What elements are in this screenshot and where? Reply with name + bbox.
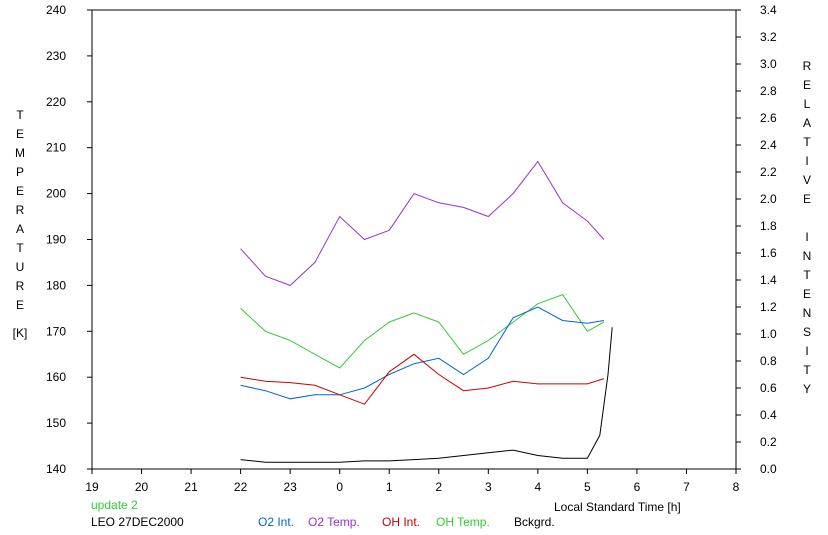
right-axis-letter: E	[802, 287, 811, 301]
right-axis-letter: E	[802, 192, 811, 206]
right-axis-letter: I	[805, 344, 809, 358]
right-axis-letter: A	[802, 116, 811, 130]
right-axis-letter: L	[803, 97, 811, 111]
x-axis-label: Local Standard Time [h]	[554, 500, 681, 514]
x-tick-label: 6	[634, 480, 641, 494]
y-right-tick-label: 1.0	[760, 327, 777, 341]
y-right-tick-label: 0.6	[760, 381, 777, 395]
legend-o2-int: O2 Int.	[258, 515, 295, 529]
left-axis-letter: P	[15, 165, 24, 179]
left-axis-unit: [K]	[12, 326, 28, 340]
left-axis-letter: U	[15, 260, 25, 274]
y-left-tick-label: 140	[46, 462, 66, 476]
y-right-tick-label: 0.0	[760, 462, 777, 476]
y-right-tick-label: 2.0	[760, 192, 777, 206]
y-right-tick-label: 0.8	[760, 354, 777, 368]
right-axis-letter	[797, 209, 817, 228]
y-right-tick-label: 3.4	[760, 3, 777, 17]
y-right-tick-label: 2.6	[760, 111, 777, 125]
legend-bckgrd: Bckgrd.	[514, 515, 555, 529]
x-tick-label: 1	[386, 480, 393, 494]
left-axis-letter: R	[15, 279, 25, 293]
y-right-tick-label: 3.2	[760, 30, 777, 44]
left-axis-letter: R	[15, 203, 25, 217]
right-axis-letter: N	[802, 306, 812, 320]
y-right-tick-label: 0.4	[760, 408, 777, 422]
y-right-tick-label: 1.8	[760, 219, 777, 233]
series-o2-temp-line	[240, 160, 605, 286]
right-axis-letter: E	[802, 78, 811, 92]
right-axis-letter: T	[803, 363, 811, 377]
x-tick-label: 3	[485, 480, 492, 494]
station-date-label: LEO 27DEC2000	[91, 515, 184, 529]
x-tick-label: 8	[733, 480, 740, 494]
x-tick-label: 21	[184, 480, 198, 494]
y-right-tick-label: 1.2	[760, 300, 777, 314]
x-tick-label: 23	[283, 480, 297, 494]
right-axis-letter: I	[805, 230, 809, 244]
update-label: update 2	[91, 498, 138, 512]
legend-oh-int: OH Int.	[382, 515, 421, 529]
series-oh-int-line	[240, 353, 605, 405]
x-tick-label: 0	[336, 480, 343, 494]
y-left-tick-label: 230	[46, 49, 66, 63]
x-tick-label: 7	[683, 480, 690, 494]
y-left-tick-label: 210	[46, 141, 66, 155]
right-axis-letter: N	[802, 249, 812, 263]
y-right-tick-label: 2.2	[760, 165, 777, 179]
right-axis-letter: T	[803, 135, 811, 149]
right-axis-letter: V	[802, 173, 811, 187]
left-axis-letter: M	[15, 146, 25, 160]
x-tick-label: 22	[234, 480, 248, 494]
left-axis-letter: E	[15, 127, 24, 141]
left-axis-letter: E	[15, 184, 24, 198]
legend-o2-temp: O2 Temp.	[308, 515, 360, 529]
y-left-tick-label: 180	[46, 278, 66, 292]
x-tick-label: 20	[135, 480, 149, 494]
plot-frame	[91, 9, 737, 470]
x-tick-label: 19	[85, 480, 99, 494]
series-o2-int-line	[240, 306, 604, 400]
right-axis-label: R E L A T I V E I N T E N S I T Y	[797, 57, 817, 399]
y-right-tick-label: 1.4	[760, 273, 777, 287]
right-axis-letter: Y	[802, 382, 811, 396]
y-left-tick-label: 240	[46, 3, 66, 17]
left-axis-letter: T	[16, 108, 24, 122]
y-left-tick-label: 150	[46, 416, 66, 430]
left-axis-letter: E	[15, 298, 24, 312]
y-left-tick-label: 160	[46, 370, 66, 384]
x-tick-label: 4	[535, 480, 542, 494]
x-tick-label: 2	[435, 480, 442, 494]
y-left-tick-label: 190	[46, 233, 66, 247]
series-bckgrd-line	[240, 327, 613, 463]
y-left-tick-label: 200	[46, 187, 66, 201]
left-axis-label: T E M P E R A T U R E [K]	[10, 106, 30, 343]
series-oh-temp-line	[240, 293, 605, 369]
right-axis-letter: T	[803, 268, 811, 282]
y-left-tick-label: 220	[46, 95, 66, 109]
y-right-tick-label: 2.4	[760, 138, 777, 152]
left-axis-letter: A	[15, 222, 24, 236]
right-axis-letter: S	[802, 325, 811, 339]
legend-oh-temp: OH Temp.	[436, 515, 490, 529]
left-axis-letter: T	[16, 241, 24, 255]
right-axis-letter: I	[805, 154, 809, 168]
x-tick-label: 5	[584, 480, 591, 494]
y-right-tick-label: 1.6	[760, 246, 777, 260]
y-left-tick-label: 170	[46, 324, 66, 338]
y-right-tick-label: 3.0	[760, 57, 777, 71]
right-axis-letter: R	[802, 59, 812, 73]
y-right-tick-label: 2.8	[760, 84, 777, 98]
y-right-tick-label: 0.2	[760, 435, 777, 449]
